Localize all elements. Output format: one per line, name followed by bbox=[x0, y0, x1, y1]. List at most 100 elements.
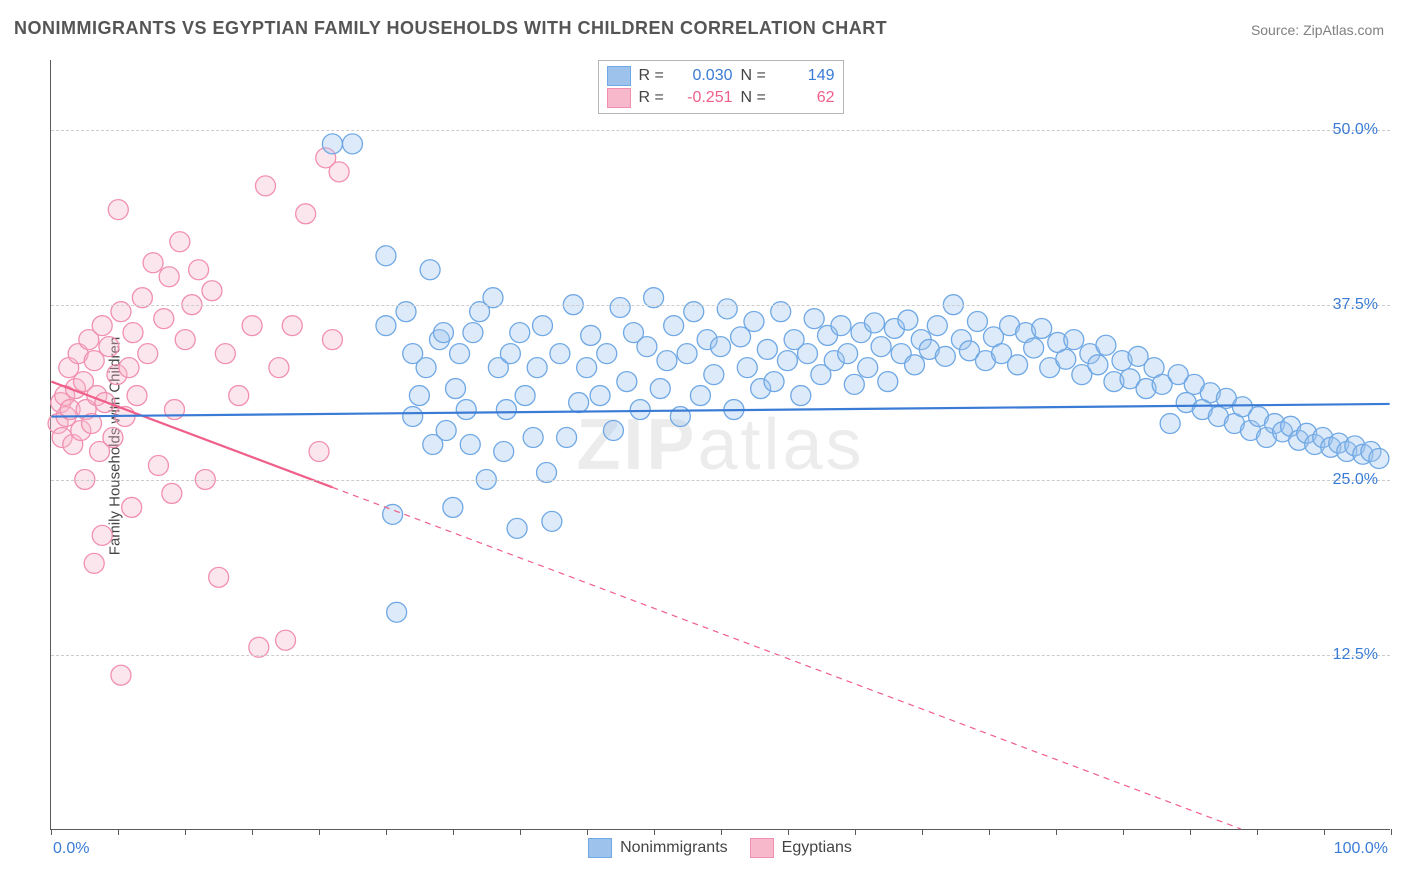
x-tick bbox=[1324, 829, 1325, 835]
legend-n-label: N = bbox=[741, 67, 769, 85]
data-point-nonimmigrants bbox=[690, 386, 710, 406]
data-point-nonimmigrants bbox=[905, 355, 925, 375]
data-point-nonimmigrants bbox=[757, 339, 777, 359]
data-point-nonimmigrants bbox=[844, 374, 864, 394]
data-point-nonimmigrants bbox=[450, 344, 470, 364]
gridline bbox=[51, 305, 1390, 306]
data-point-egyptians bbox=[84, 553, 104, 573]
data-point-egyptians bbox=[170, 232, 190, 252]
data-point-nonimmigrants bbox=[791, 386, 811, 406]
data-point-nonimmigrants bbox=[550, 344, 570, 364]
data-point-egyptians bbox=[175, 330, 195, 350]
data-point-egyptians bbox=[256, 176, 276, 196]
x-tick bbox=[118, 829, 119, 835]
data-point-nonimmigrants bbox=[1032, 318, 1052, 338]
data-point-nonimmigrants bbox=[500, 344, 520, 364]
data-point-nonimmigrants bbox=[1160, 414, 1180, 434]
data-point-nonimmigrants bbox=[650, 379, 670, 399]
data-point-nonimmigrants bbox=[1024, 338, 1044, 358]
data-point-nonimmigrants bbox=[777, 351, 797, 371]
data-point-nonimmigrants bbox=[797, 344, 817, 364]
data-point-nonimmigrants bbox=[764, 372, 784, 392]
data-point-nonimmigrants bbox=[433, 323, 453, 343]
data-point-nonimmigrants bbox=[1088, 355, 1108, 375]
data-point-nonimmigrants bbox=[664, 316, 684, 336]
data-point-nonimmigrants bbox=[603, 421, 623, 441]
x-tick bbox=[1391, 829, 1392, 835]
data-point-egyptians bbox=[322, 330, 342, 350]
data-point-nonimmigrants bbox=[376, 316, 396, 336]
data-point-nonimmigrants bbox=[494, 442, 514, 462]
data-point-egyptians bbox=[119, 358, 139, 378]
data-point-nonimmigrants bbox=[403, 407, 423, 427]
data-point-nonimmigrants bbox=[617, 372, 637, 392]
gridline bbox=[51, 655, 1390, 656]
data-point-nonimmigrants bbox=[804, 309, 824, 329]
data-point-nonimmigrants bbox=[420, 260, 440, 280]
data-point-egyptians bbox=[154, 309, 174, 329]
data-point-nonimmigrants bbox=[523, 428, 543, 448]
data-point-egyptians bbox=[209, 567, 229, 587]
x-tick bbox=[520, 829, 521, 835]
data-point-nonimmigrants bbox=[527, 358, 547, 378]
data-point-nonimmigrants bbox=[858, 358, 878, 378]
data-point-egyptians bbox=[215, 344, 235, 364]
data-point-nonimmigrants bbox=[590, 386, 610, 406]
data-point-nonimmigrants bbox=[878, 372, 898, 392]
data-point-egyptians bbox=[202, 281, 222, 301]
data-point-egyptians bbox=[92, 525, 112, 545]
data-point-nonimmigrants bbox=[496, 400, 516, 420]
x-tick bbox=[587, 829, 588, 835]
data-point-nonimmigrants bbox=[637, 337, 657, 357]
x-tick bbox=[51, 829, 52, 835]
data-point-egyptians bbox=[148, 455, 168, 475]
correlation-legend: R = 0.030 N = 149 R = -0.251 N = 62 bbox=[598, 60, 844, 114]
gridline bbox=[51, 480, 1390, 481]
data-point-nonimmigrants bbox=[443, 497, 463, 517]
gridline bbox=[51, 130, 1390, 131]
x-tick bbox=[1190, 829, 1191, 835]
trend-line-egyptians bbox=[51, 382, 332, 488]
data-point-nonimmigrants bbox=[533, 316, 553, 336]
data-point-nonimmigrants bbox=[1064, 330, 1084, 350]
data-point-nonimmigrants bbox=[711, 337, 731, 357]
x-tick bbox=[1257, 829, 1258, 835]
data-point-egyptians bbox=[296, 204, 316, 224]
x-tick bbox=[386, 829, 387, 835]
data-point-nonimmigrants bbox=[409, 386, 429, 406]
data-point-nonimmigrants bbox=[927, 316, 947, 336]
legend-swatch-blue bbox=[588, 838, 612, 858]
data-point-egyptians bbox=[282, 316, 302, 336]
data-point-nonimmigrants bbox=[342, 134, 362, 154]
plot-svg bbox=[51, 60, 1390, 829]
x-tick bbox=[922, 829, 923, 835]
y-tick-label: 37.5% bbox=[1333, 296, 1378, 314]
legend-r-label: R = bbox=[639, 67, 667, 85]
data-point-nonimmigrants bbox=[460, 435, 480, 455]
x-tick bbox=[453, 829, 454, 835]
data-point-egyptians bbox=[143, 253, 163, 273]
data-point-nonimmigrants bbox=[387, 602, 407, 622]
legend-label-egyptians: Egyptians bbox=[782, 839, 852, 857]
y-tick-label: 12.5% bbox=[1333, 646, 1378, 664]
legend-n-value-blue: 149 bbox=[777, 67, 835, 85]
legend-r-value-blue: 0.030 bbox=[675, 67, 733, 85]
data-point-nonimmigrants bbox=[456, 400, 476, 420]
data-point-egyptians bbox=[242, 316, 262, 336]
legend-swatch-blue bbox=[607, 66, 631, 86]
data-point-egyptians bbox=[111, 665, 131, 685]
data-point-nonimmigrants bbox=[557, 428, 577, 448]
y-tick-label: 50.0% bbox=[1333, 121, 1378, 139]
legend-item-nonimmigrants: Nonimmigrants bbox=[588, 838, 728, 858]
legend-row-nonimmigrants: R = 0.030 N = 149 bbox=[607, 65, 835, 87]
x-tick bbox=[1123, 829, 1124, 835]
y-tick-label: 25.0% bbox=[1333, 471, 1378, 489]
chart-title: NONIMMIGRANTS VS EGYPTIAN FAMILY HOUSEHO… bbox=[14, 18, 887, 39]
data-point-egyptians bbox=[269, 358, 289, 378]
data-point-egyptians bbox=[329, 162, 349, 182]
legend-swatch-pink bbox=[750, 838, 774, 858]
plot-area: ZIPatlas R = 0.030 N = 149 R = -0.251 N … bbox=[50, 60, 1390, 830]
series-legend: Nonimmigrants Egyptians bbox=[50, 838, 1390, 858]
source-attribution: Source: ZipAtlas.com bbox=[1251, 22, 1384, 38]
data-point-nonimmigrants bbox=[737, 358, 757, 378]
